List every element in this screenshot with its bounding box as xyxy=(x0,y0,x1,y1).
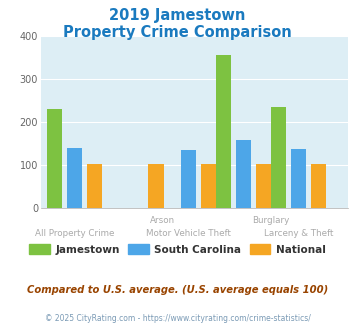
Text: Compared to U.S. average. (U.S. average equals 100): Compared to U.S. average. (U.S. average … xyxy=(27,285,328,295)
Text: Burglary: Burglary xyxy=(252,216,290,225)
Text: All Property Crime: All Property Crime xyxy=(35,229,114,238)
Text: 2019 Jamestown: 2019 Jamestown xyxy=(109,8,246,23)
Bar xyxy=(87,164,102,208)
Text: Larceny & Theft: Larceny & Theft xyxy=(264,229,333,238)
Bar xyxy=(291,149,306,208)
Bar xyxy=(201,164,216,208)
Bar xyxy=(67,148,82,208)
Text: Arson: Arson xyxy=(149,216,175,225)
Bar xyxy=(148,164,164,208)
Bar xyxy=(216,55,231,208)
Bar xyxy=(311,164,326,208)
Bar xyxy=(47,109,62,208)
Text: © 2025 CityRating.com - https://www.cityrating.com/crime-statistics/: © 2025 CityRating.com - https://www.city… xyxy=(45,314,310,323)
Bar xyxy=(256,164,271,208)
Bar xyxy=(181,150,196,208)
Text: Motor Vehicle Theft: Motor Vehicle Theft xyxy=(146,229,231,238)
Legend: Jamestown, South Carolina, National: Jamestown, South Carolina, National xyxy=(25,240,330,259)
Bar xyxy=(271,107,286,208)
Text: Property Crime Comparison: Property Crime Comparison xyxy=(63,25,292,40)
Bar xyxy=(236,140,251,208)
